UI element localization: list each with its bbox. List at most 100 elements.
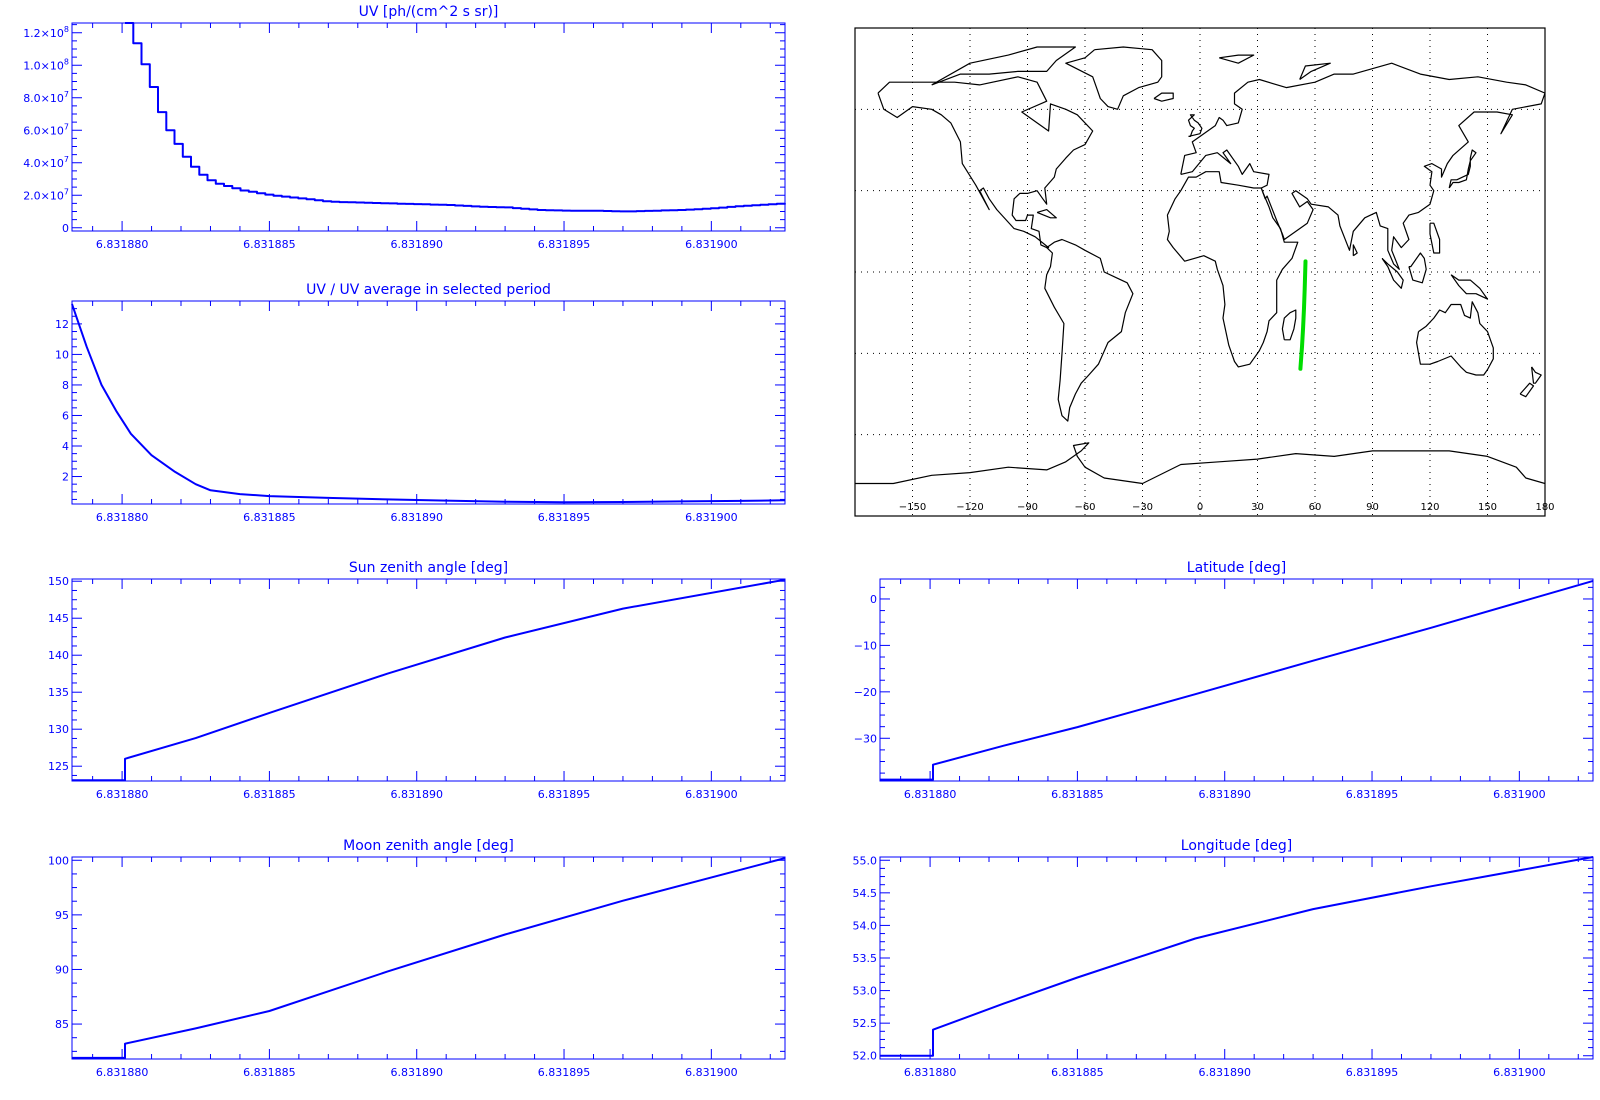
x-tick-label: 6.831895 <box>538 1066 591 1079</box>
y-tick-mantissa: 55.0 <box>853 854 878 867</box>
y-tick-exponent: 7 <box>64 155 69 164</box>
coastline <box>1408 252 1427 284</box>
y-tick-mantissa: 4 <box>62 440 69 453</box>
y-tick-mantissa: −20 <box>854 686 877 699</box>
x-tick-label: 6.831880 <box>96 1066 149 1079</box>
y-tick-mantissa: 52.5 <box>853 1017 878 1030</box>
coastline <box>1429 222 1441 254</box>
series-line-0 <box>72 857 786 1059</box>
map-gridlines <box>855 28 1545 516</box>
y-tick-label: 8 <box>62 379 69 392</box>
coastline <box>1448 149 1477 189</box>
plot-frame <box>71 856 786 1060</box>
x-tick-label: 6.831890 <box>390 1066 443 1079</box>
map-lon-label: 150 <box>1478 502 1497 513</box>
y-tick-label: 55.0 <box>853 854 878 867</box>
series-line-0 <box>125 22 786 213</box>
x-tick-label: 6.831900 <box>685 511 738 524</box>
y-tick-mantissa: 54.5 <box>853 887 878 900</box>
x-tick-label: 6.831895 <box>1346 1066 1399 1079</box>
y-tick-label: 125 <box>48 760 69 773</box>
coastline <box>1180 62 1545 270</box>
satellite-track <box>1298 259 1308 371</box>
coastline <box>1036 209 1057 219</box>
y-tick-mantissa: 90 <box>55 963 69 976</box>
y-tick-mantissa: 8.0×10 <box>23 92 64 105</box>
series-line-0 <box>71 303 786 504</box>
y-tick-exponent: 7 <box>64 122 69 131</box>
coastline <box>1153 92 1174 102</box>
y-tick-mantissa: 150 <box>48 575 69 588</box>
y-tick-mantissa: 6.0×10 <box>23 124 64 137</box>
y-tick-mantissa: 0 <box>62 222 69 235</box>
y-tick-mantissa: 6 <box>62 409 69 422</box>
x-tick-label: 6.831885 <box>243 511 296 524</box>
y-tick-label: 100 <box>48 854 69 867</box>
y-tick-mantissa: 85 <box>55 1018 69 1031</box>
y-tick-mantissa: −10 <box>854 639 877 652</box>
y-tick-label: 85 <box>55 1018 69 1031</box>
chart-title: Sun zenith angle [deg] <box>349 560 508 576</box>
map-lon-label: 90 <box>1366 502 1379 513</box>
x-tick-label: 6.831895 <box>538 511 591 524</box>
coastline <box>877 76 1094 249</box>
coastline <box>1381 257 1404 289</box>
y-tick-label: 10 <box>55 348 69 361</box>
y-tick-mantissa: 95 <box>55 909 69 922</box>
y-tick-mantissa: −30 <box>854 732 877 745</box>
map-lon-label: −30 <box>1132 502 1153 513</box>
y-tick-label: 6.0×107 <box>23 122 69 137</box>
y-tick-mantissa: 135 <box>48 686 69 699</box>
x-tick-label: 6.831885 <box>243 238 296 251</box>
coastline <box>1531 366 1542 384</box>
coastline <box>931 46 1077 86</box>
y-tick-label: −30 <box>854 732 877 745</box>
coastline <box>1219 54 1255 64</box>
y-tick-mantissa: 8 <box>62 379 69 392</box>
x-tick-label: 6.831885 <box>1051 1066 1104 1079</box>
x-tick-label: 6.831895 <box>538 788 591 801</box>
map-lon-label: −60 <box>1074 502 1095 513</box>
map-lon-label: −90 <box>1017 502 1038 513</box>
y-tick-label: −20 <box>854 686 877 699</box>
y-tick-label: 54.5 <box>853 887 878 900</box>
y-tick-label: 2 <box>62 471 69 484</box>
x-tick-label: 6.831890 <box>390 788 443 801</box>
chart-mza: Moon zenith angle [deg] 6.831880 6.831885 6… <box>48 838 786 1079</box>
chart-title: Latitude [deg] <box>1187 560 1286 576</box>
coastline <box>1415 301 1494 376</box>
plot-frame <box>71 22 786 232</box>
x-tick-label: 6.831880 <box>904 1066 957 1079</box>
x-tick-label: 6.831895 <box>538 238 591 251</box>
y-tick-label: 1.2×108 <box>23 25 69 40</box>
x-tick-label: 6.831895 <box>1346 788 1399 801</box>
coastline <box>1352 244 1358 257</box>
y-tick-mantissa: 4.0×10 <box>23 157 64 170</box>
y-tick-label: 6 <box>62 409 69 422</box>
chart-uv_ratio: UV / UV average in selected period 6.8318… <box>55 282 786 524</box>
y-tick-label: 150 <box>48 575 69 588</box>
chart-lat: Latitude [deg] 6.831880 6.831885 6.831890 6.… <box>854 560 1594 801</box>
y-tick-mantissa: 125 <box>48 760 69 773</box>
y-tick-mantissa: 52.0 <box>853 1050 878 1063</box>
map-lon-label: 30 <box>1251 502 1264 513</box>
x-tick-label: 6.831885 <box>243 1066 296 1079</box>
chart-lon: Longitude [deg] 6.831880 6.831885 6.831890 6… <box>853 838 1594 1079</box>
map-lon-label: 120 <box>1420 502 1439 513</box>
map-frame <box>854 27 1546 517</box>
coastlines <box>855 46 1545 485</box>
x-tick-label: 6.831880 <box>96 788 149 801</box>
y-tick-label: 90 <box>55 963 69 976</box>
map-lon-label: −120 <box>956 502 983 513</box>
series-line-0 <box>72 578 786 782</box>
y-tick-mantissa: 140 <box>48 649 69 662</box>
coastline <box>1187 114 1203 137</box>
coastline <box>1519 382 1535 398</box>
coastline <box>855 442 1545 485</box>
x-tick-label: 6.831890 <box>390 238 443 251</box>
y-tick-label: 1.0×108 <box>23 57 69 72</box>
plot-frame <box>879 856 1594 1060</box>
y-tick-mantissa: 100 <box>48 854 69 867</box>
map-lon-label: 180 <box>1535 502 1554 513</box>
